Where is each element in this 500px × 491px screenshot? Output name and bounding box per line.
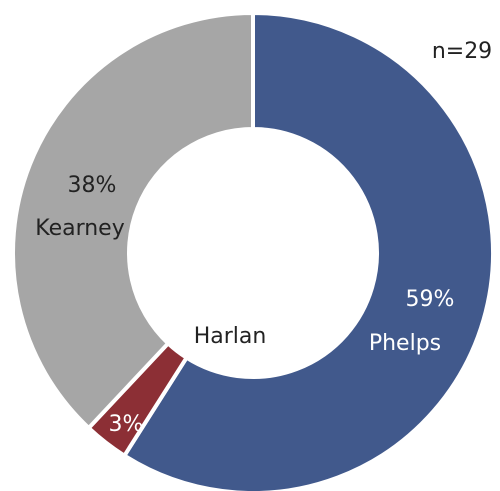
annotation: n=29	[432, 39, 492, 64]
value-label: 3%	[109, 412, 144, 437]
category-label: Phelps	[369, 331, 441, 356]
category-label: Kearney	[35, 216, 125, 241]
value-label: 59%	[406, 287, 455, 312]
value-label: 38%	[68, 173, 117, 198]
donut-slice	[121, 10, 495, 491]
donut-slice	[11, 10, 255, 431]
category-label: Harlan	[194, 324, 267, 349]
